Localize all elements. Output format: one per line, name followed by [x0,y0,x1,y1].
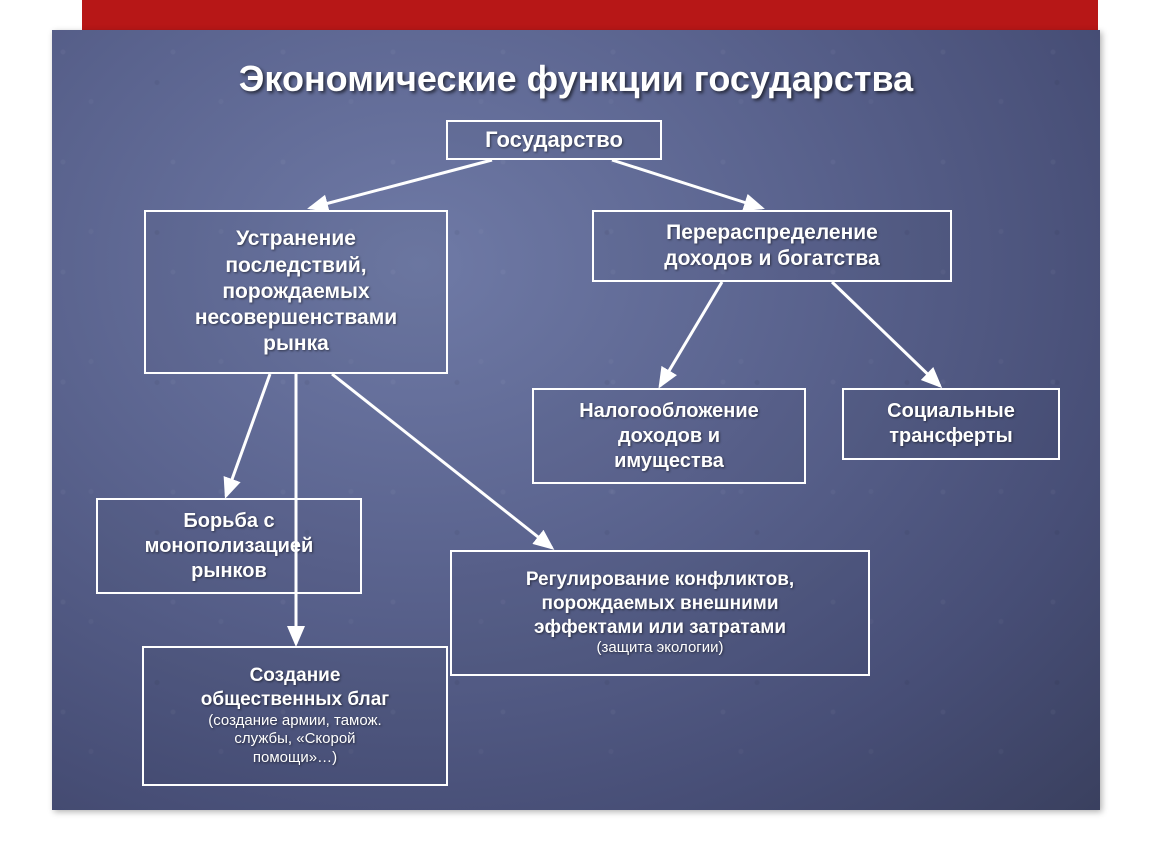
edge-elim-monopoly [226,374,270,496]
page-container: Экономические функции государства Госуда… [0,0,1150,864]
edge-state-elim [310,160,492,208]
slide-title: Экономические функции государства [52,58,1100,100]
node-state: Государство [446,120,662,160]
node-goods: Созданиеобщественных благ(создание армии… [142,646,448,786]
edge-redist-tax [660,282,722,386]
edge-elim-conflicts [332,374,552,548]
node-redist: Перераспределениедоходов и богатства [592,210,952,282]
node-transfers: Социальныетрансферты [842,388,1060,460]
edge-redist-transfers [832,282,940,386]
node-tax: Налогообложениедоходов иимущества [532,388,806,484]
slide: Экономические функции государства Госуда… [52,30,1100,810]
node-monopoly: Борьба смонополизациейрынков [96,498,362,594]
node-elim: Устранениепоследствий,порождаемыхнесовер… [144,210,448,374]
node-conflicts: Регулирование конфликтов,порождаемых вне… [450,550,870,676]
edge-state-redist [612,160,762,208]
